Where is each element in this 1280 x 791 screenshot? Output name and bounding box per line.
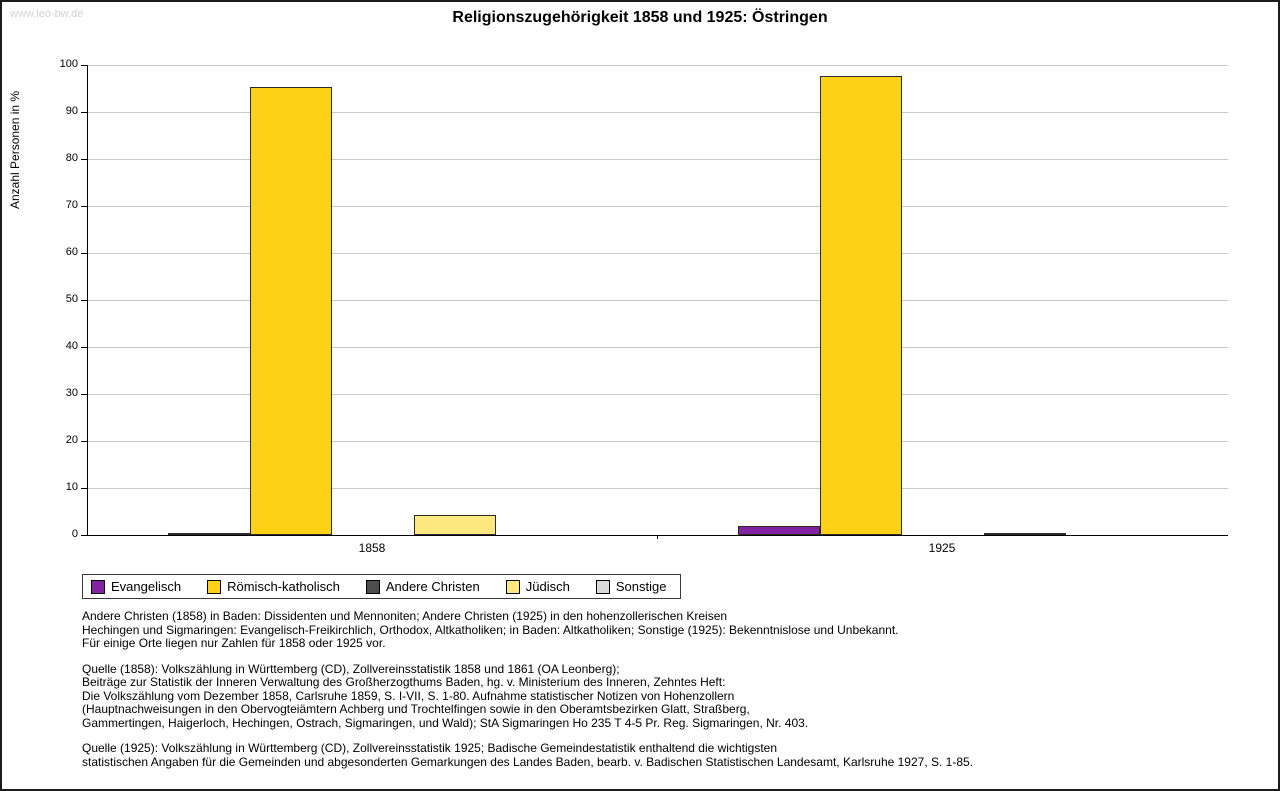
bar-evangelisch-1858 (168, 532, 250, 535)
bar-römisch-katholisch-1925 (820, 75, 902, 535)
bar-jüdisch-1858 (414, 515, 496, 535)
bar-jüdisch-1925 (984, 533, 1066, 535)
y-tick-label: 70 (65, 199, 78, 211)
y-tick (81, 112, 87, 113)
y-tick-label: 90 (65, 105, 78, 117)
y-tick-label: 80 (65, 152, 78, 164)
legend: Evangelisch Römisch-katholisch Andere Chri… (82, 574, 682, 599)
gridline (88, 441, 1228, 442)
footnote-source-1858: Quelle (1858): Volkszählung in Württembe… (82, 661, 809, 730)
legend-swatch (207, 579, 222, 594)
legend-label: Jüdisch (525, 579, 570, 594)
x-tick-label-1925: 1925 (928, 541, 956, 555)
y-tick (81, 488, 87, 489)
legend-label: Evangelisch (111, 579, 182, 594)
y-tick (81, 300, 87, 301)
y-tick (81, 394, 87, 395)
y-tick-label: 30 (65, 387, 78, 399)
legend-swatch (365, 579, 380, 594)
bar-evangelisch-1925 (738, 526, 820, 535)
watermark: www.leo-bw.de (10, 8, 84, 20)
footnote-source-1925: Quelle (1925): Volkszählung in Württembe… (82, 741, 974, 769)
y-tick-label: 20 (65, 434, 78, 446)
legend-label: Sonstige (615, 579, 667, 594)
legend-label: Römisch-katholisch (227, 579, 340, 594)
bar-römisch-katholisch-1858 (250, 87, 332, 535)
legend-swatch (505, 579, 520, 594)
gridline (88, 488, 1228, 489)
x-tick-label-1858: 1858 (358, 541, 386, 555)
y-tick (81, 441, 87, 442)
legend-item-sonstige: Sonstige (595, 579, 667, 594)
legend-item-römisch-katholisch: Römisch-katholisch (207, 579, 340, 594)
gridline (88, 159, 1228, 160)
plot-area (87, 65, 1228, 536)
legend-item-andere-christen: Andere Christen (365, 579, 480, 594)
y-tick (81, 535, 87, 536)
chart-title: Religionszugehörigkeit 1858 und 1925: Ös… (452, 9, 828, 26)
y-tick (81, 206, 87, 207)
legend-item-jüdisch: Jüdisch (505, 579, 570, 594)
y-tick-label: 10 (65, 481, 78, 493)
gridline (88, 112, 1228, 113)
footnotes: Andere Christen (1858) in Baden: Disside… (82, 609, 1252, 781)
legend-label: Andere Christen (385, 579, 480, 594)
gridline (88, 347, 1228, 348)
legend-swatch (91, 579, 105, 594)
legend-swatch (595, 579, 610, 594)
gridline (88, 206, 1228, 207)
y-tick-label: 100 (59, 58, 78, 70)
y-tick (81, 253, 87, 254)
footnote-definitions: Andere Christen (1858) in Baden: Disside… (82, 609, 899, 650)
gridline (88, 300, 1228, 301)
legend-item-evangelisch: Evangelisch (91, 579, 181, 594)
gridline (88, 65, 1228, 66)
y-tick-label: 40 (65, 340, 78, 352)
y-tick (81, 65, 87, 66)
y-tick (81, 347, 87, 348)
y-tick-label: 0 (71, 528, 78, 540)
gridline (88, 253, 1228, 254)
y-tick-label: 50 (65, 293, 78, 305)
y-tick-label: 60 (65, 246, 78, 258)
x-axis-tick (657, 535, 658, 539)
y-tick (81, 159, 87, 160)
gridline (88, 394, 1228, 395)
y-axis-title: Anzahl Personen in % (8, 90, 22, 209)
